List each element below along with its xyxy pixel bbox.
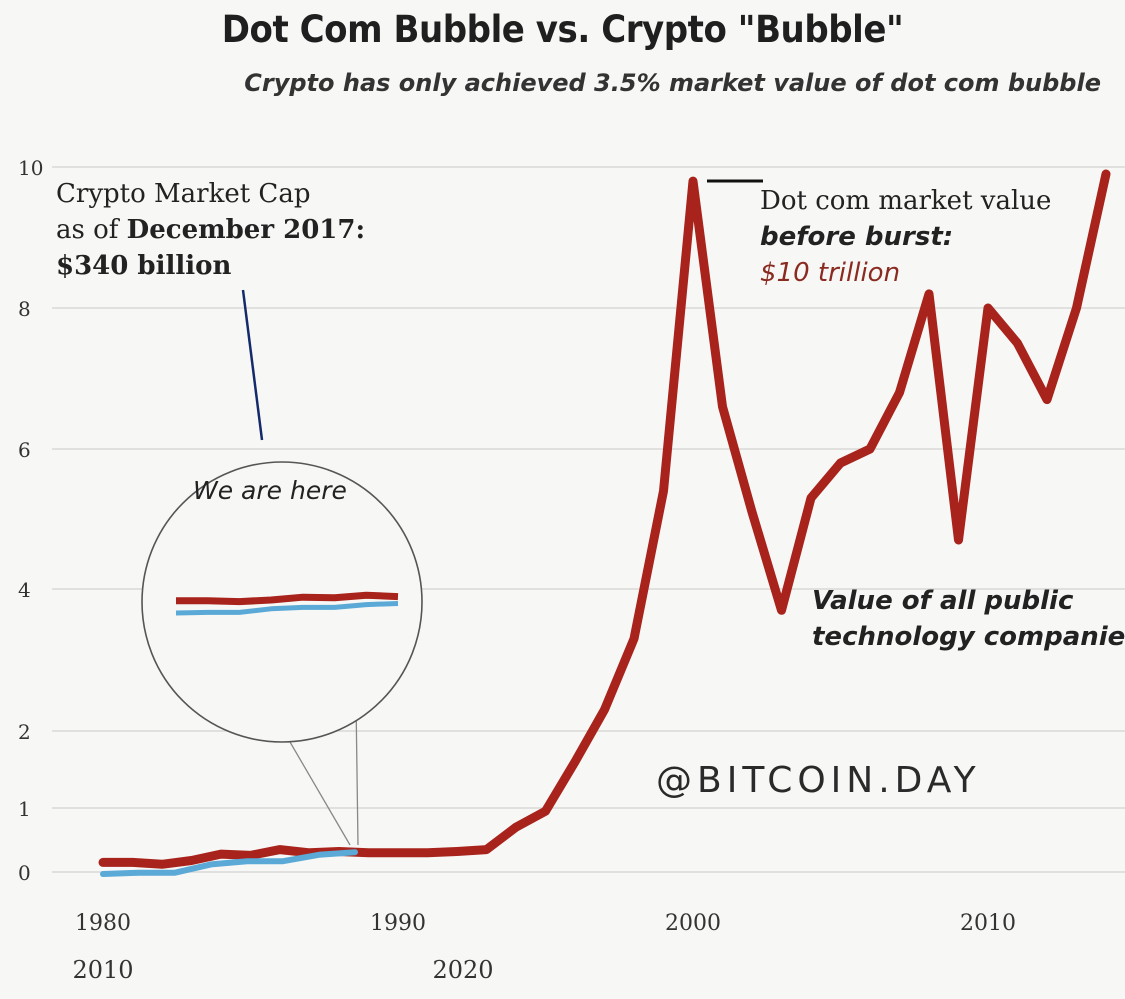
dotcom-annotation-line3: $10 trillion — [760, 258, 901, 288]
chart-subtitle: Crypto has only achieved 3.5% market val… — [244, 69, 1101, 97]
crypto-annotation-line2-prefix: as of — [56, 215, 127, 245]
y-tick-label: 1 — [18, 797, 31, 821]
crypto-market-cap-annotation: Crypto Market Cap as of December 2017: $… — [56, 176, 365, 284]
crypto-annotation-line2-bold: December 2017: — [126, 215, 366, 245]
crypto-annotation-line1: Crypto Market Cap — [56, 179, 311, 209]
zoom-connector — [282, 729, 351, 846]
y-tick-label: 6 — [18, 438, 31, 462]
y-tick-label: 0 — [18, 861, 31, 885]
chart-title: Dot Com Bubble vs. Crypto "Bubble" — [221, 8, 904, 51]
zoom-crypto-line — [175, 601, 399, 616]
tech-annotation-line1: Value of all public — [812, 586, 1074, 616]
crypto-pointer-line — [241, 289, 264, 441]
crypto-series-line — [100, 849, 358, 877]
dotcom-annotation-line2: before burst: — [760, 222, 954, 252]
crypto-annotation-line3: $340 billion — [56, 251, 232, 281]
y-tick-label: 2 — [18, 720, 31, 744]
y-tick-label: 8 — [18, 297, 31, 321]
watermark: @BITCOIN.DAY — [656, 760, 981, 801]
y-tick-label: 4 — [18, 578, 31, 602]
x-tick-label-secondary: 2020 — [432, 956, 493, 984]
tech-annotation-line2: technology companies — [812, 622, 1125, 652]
x-tick-label: 1990 — [370, 911, 426, 936]
dotcom-annotation: Dot com market value before burst: $10 t… — [760, 183, 1051, 291]
dotcom-series-line — [98, 169, 1111, 869]
zoom-connector — [355, 699, 359, 846]
zoom-dotcom-line — [176, 591, 399, 606]
x-tick-label: 2000 — [665, 911, 721, 936]
x-tick-label: 2010 — [960, 911, 1016, 936]
x-tick-label-secondary: 2010 — [72, 956, 133, 984]
dotcom-annotation-line1: Dot com market value — [760, 186, 1052, 216]
we-are-here-label: We are here — [193, 476, 347, 505]
x-tick-label: 1980 — [75, 911, 131, 936]
y-tick-label: 10 — [18, 156, 43, 180]
tech-companies-annotation: Value of all public technology companies — [812, 583, 1125, 655]
